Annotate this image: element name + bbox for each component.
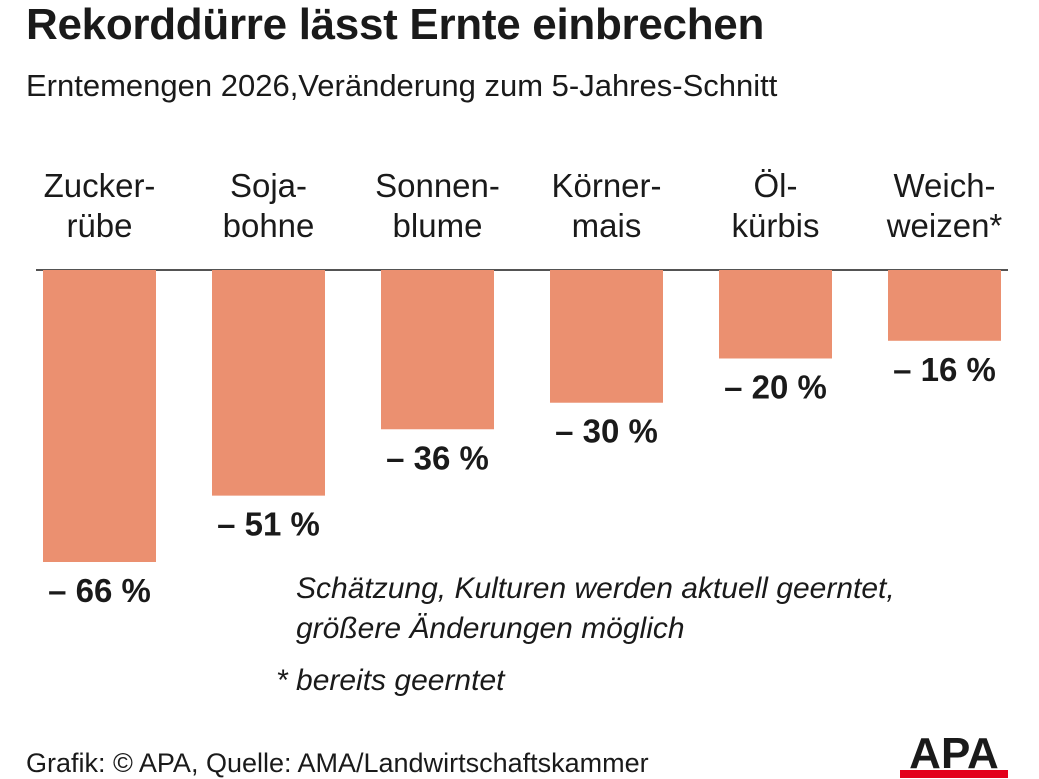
estimate-note-line1: Schätzung, Kulturen werden aktuell geern…	[296, 572, 895, 605]
bar-3	[550, 270, 663, 403]
apa-logo-stripe	[900, 770, 1008, 778]
harvested-footnote: * bereits geerntet	[276, 664, 505, 697]
value-label-5: – 16 %	[893, 351, 996, 388]
category-label-4-line1: Öl-	[754, 167, 798, 204]
value-label-3: – 30 %	[555, 413, 658, 450]
category-label-0-line1: Zucker-	[44, 167, 156, 204]
bar-0	[43, 270, 156, 562]
bar-4	[719, 270, 832, 359]
apa-logo: APA	[900, 730, 1008, 778]
category-label-2-line2: blume	[393, 207, 483, 244]
category-label-5-line2: weizen*	[886, 207, 1003, 244]
value-label-1: – 51 %	[217, 506, 320, 543]
category-label-2-line1: Sonnen-	[375, 167, 500, 204]
category-label-3-line2: mais	[572, 207, 642, 244]
value-label-2: – 36 %	[386, 439, 489, 476]
estimate-note-line2: größere Änderungen möglich	[296, 612, 685, 645]
value-label-4: – 20 %	[724, 368, 827, 405]
category-label-3-line1: Körner-	[551, 167, 661, 204]
category-label-0-line2: rübe	[66, 207, 132, 244]
bar-5	[888, 270, 1001, 341]
category-label-5-line1: Weich-	[893, 167, 995, 204]
chart-subtitle: Erntemengen 2026,Veränderung zum 5-Jahre…	[26, 68, 778, 103]
chart-title: Rekorddürre lässt Ernte einbrechen	[26, 0, 765, 49]
bar-2	[381, 270, 494, 430]
category-label-1-line2: bohne	[223, 207, 315, 244]
category-label-1-line1: Soja-	[230, 167, 307, 204]
bar-1	[212, 270, 325, 496]
category-label-4-line2: kürbis	[731, 207, 819, 244]
value-label-0: – 66 %	[48, 572, 151, 609]
source-credit: Grafik: © APA, Quelle: AMA/Landwirtschaf…	[26, 748, 649, 778]
